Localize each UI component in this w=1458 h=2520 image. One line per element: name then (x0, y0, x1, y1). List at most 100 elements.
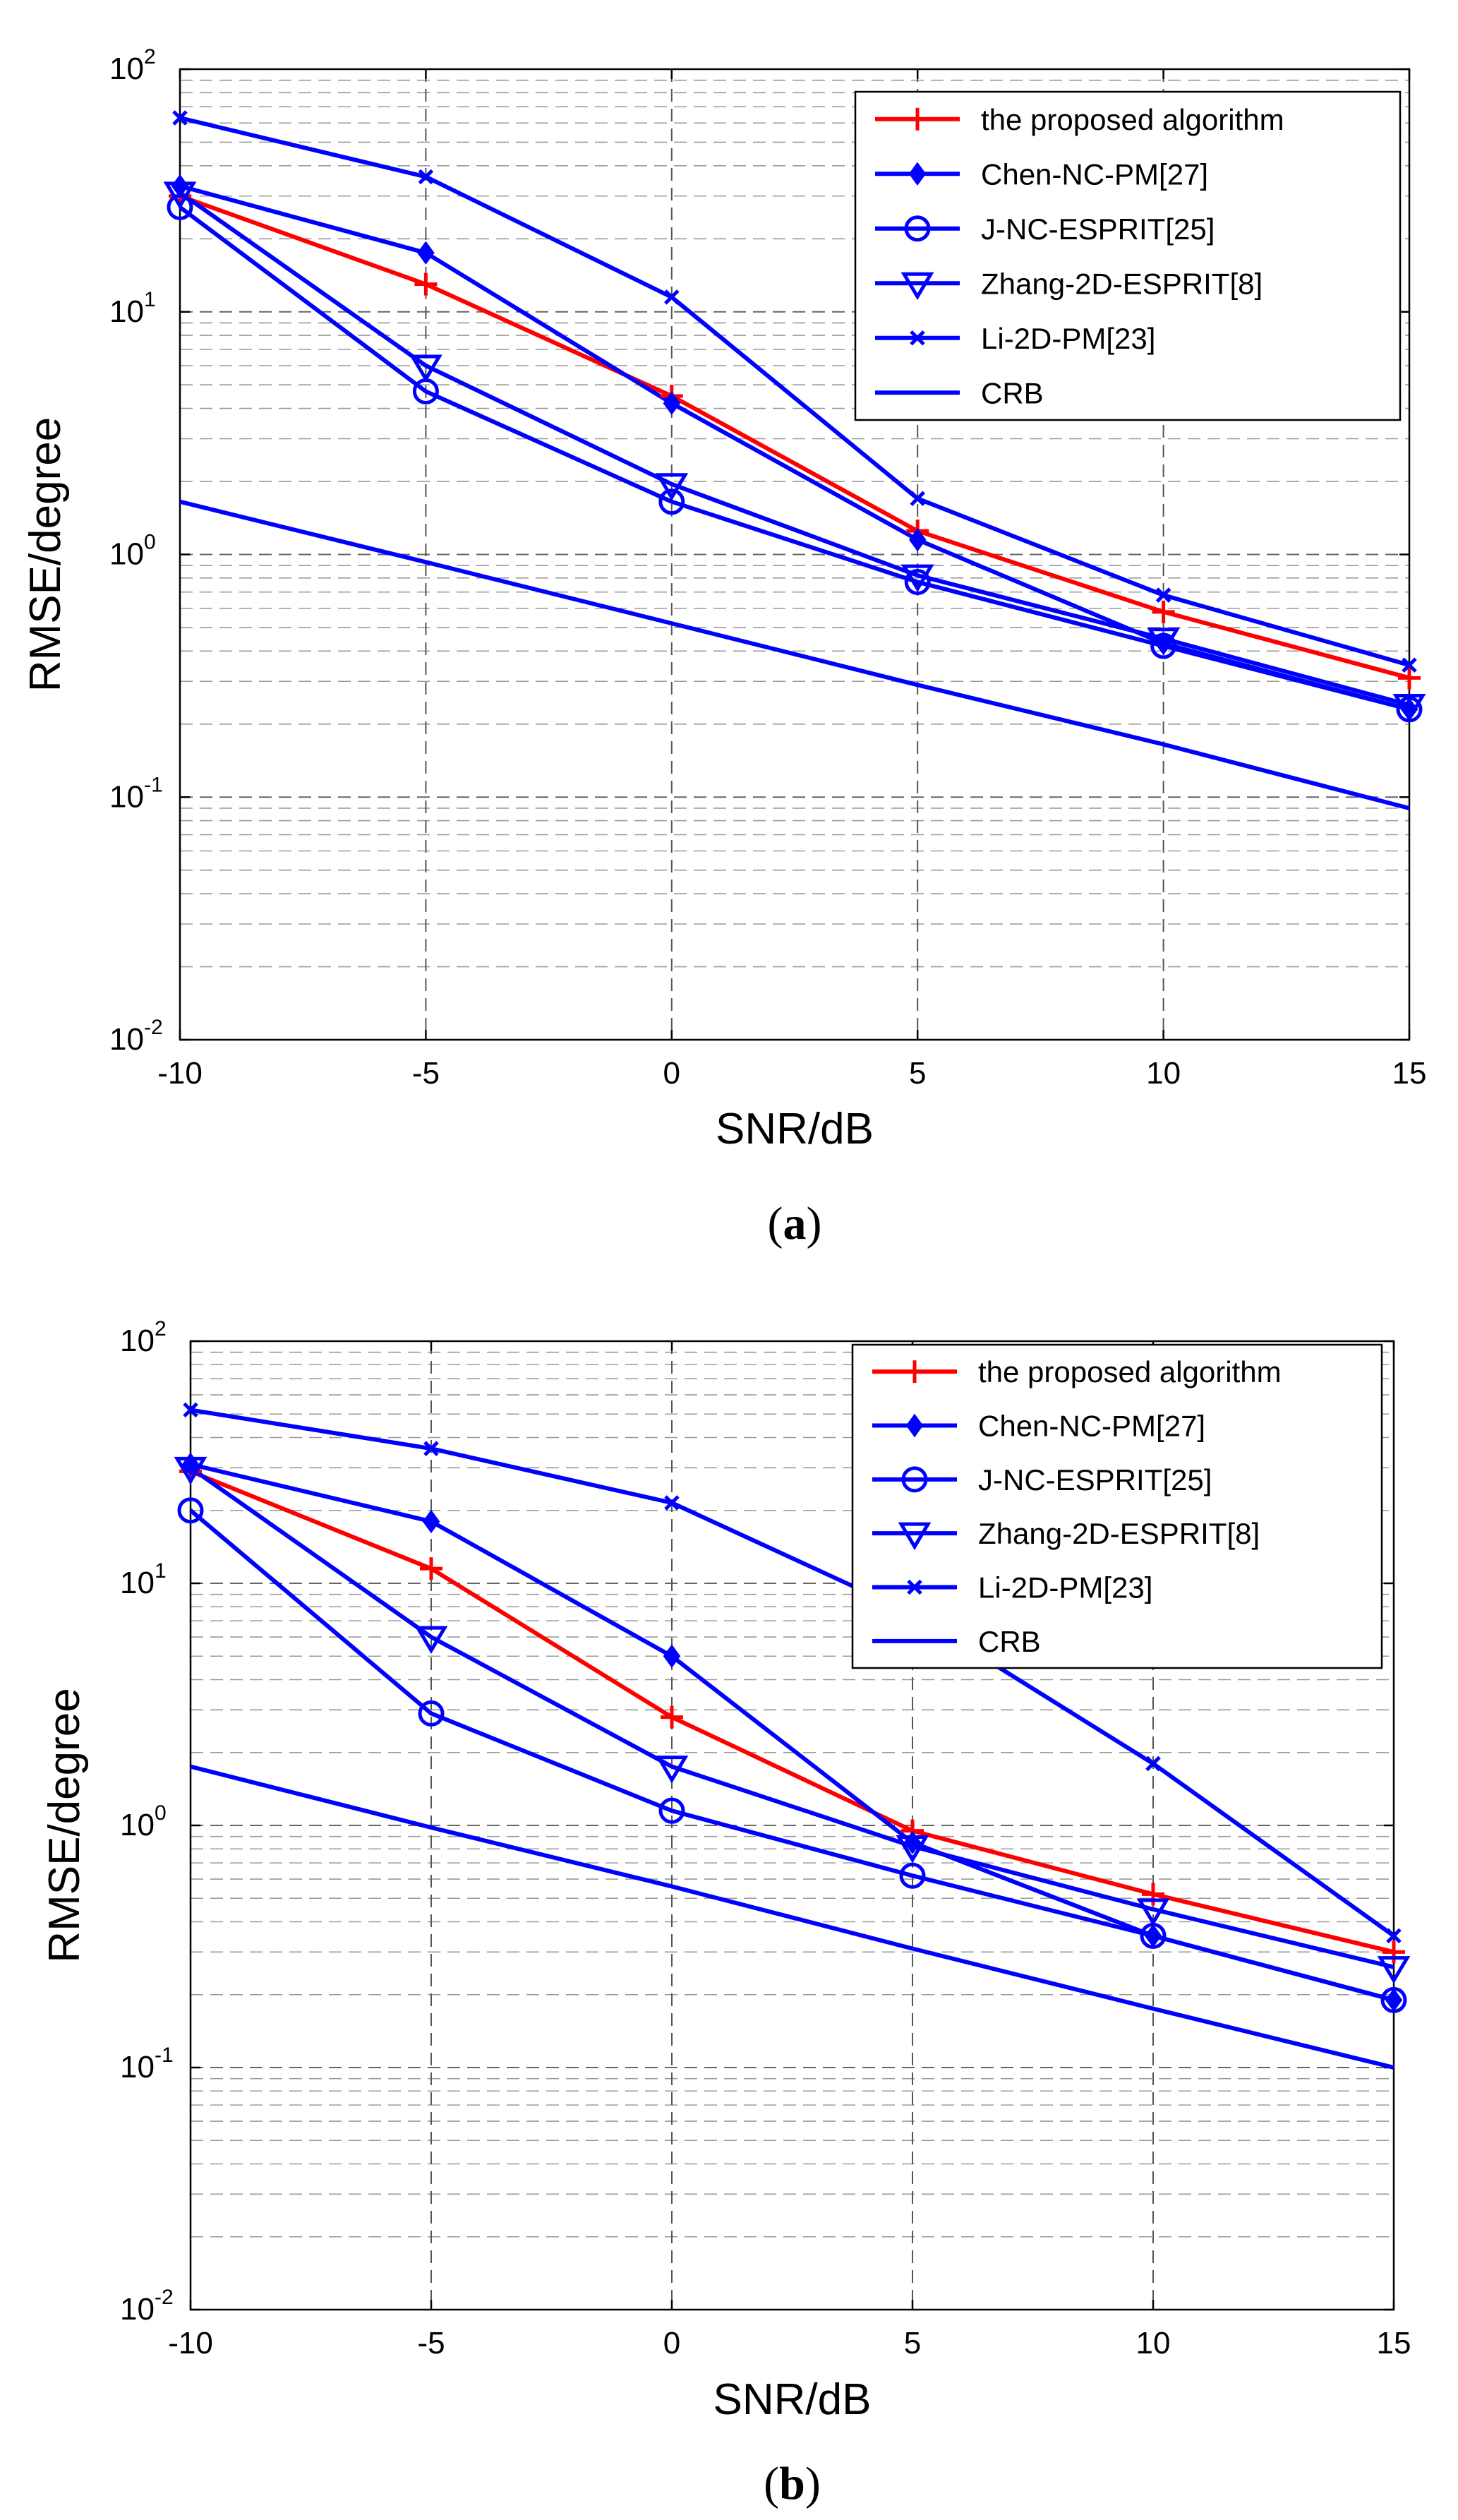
x-tick-label: -5 (412, 1056, 440, 1091)
y-tick-label: 100 (109, 531, 156, 572)
data-point-3-0 (174, 1456, 207, 1485)
data-point-3-5 (1377, 1956, 1411, 1984)
legend-label: Zhang-2D-ESPRIT[8] (981, 267, 1263, 300)
caption-paren: ) (807, 1198, 822, 1249)
legend-label: the proposed algorithm (981, 103, 1284, 136)
x-tick-label: 5 (904, 2326, 921, 2360)
x-tick-label: -5 (417, 2326, 445, 2360)
y-tick-exponent: -2 (155, 2286, 174, 2309)
legend-label: J-NC-ESPRIT[25] (981, 212, 1215, 246)
data-point-4-5 (1402, 657, 1417, 673)
x-tick-labels: -10 -5 0 5 10 15 (157, 69, 1426, 1091)
caption-letter: a (783, 1198, 807, 1249)
data-point-4-1 (418, 169, 434, 185)
data-point-2-3 (899, 1862, 926, 1889)
x-tick-label: 0 (663, 2326, 680, 2360)
data-point-1-1 (422, 1509, 440, 1534)
panel-caption: (b) (764, 2458, 821, 2509)
legend-marker (904, 215, 931, 242)
x-axis-label: SNR/dB (713, 2375, 872, 2424)
x-axis-label: SNR/dB (716, 1105, 874, 1153)
y-tick-label: 10-1 (109, 773, 163, 814)
caption-paren: ) (805, 2458, 821, 2509)
data-point-1-3 (908, 527, 927, 552)
legend-label: J-NC-ESPRIT[25] (978, 1463, 1212, 1496)
data-point-3-5 (1392, 694, 1426, 722)
y-tick-exponent: 1 (144, 288, 156, 311)
data-point-2-2 (658, 1797, 685, 1824)
caption-paren: ( (768, 1198, 783, 1249)
y-tick-label: 101 (120, 1559, 167, 1600)
legend-label: Chen-NC-PM[27] (978, 1410, 1205, 1443)
data-point-2-4 (1150, 632, 1177, 659)
data-point-1-1 (417, 241, 435, 265)
x-tick-label: 10 (1146, 1056, 1181, 1091)
legend-marker (901, 1466, 928, 1493)
y-tick-exponent: -1 (155, 2044, 174, 2067)
series-line-4 (190, 1408, 1395, 1938)
data-point-4-3 (910, 491, 925, 507)
x-tick-labels: -10 -5 0 5 10 15 (168, 1341, 1411, 2360)
data-point-4-2 (664, 1495, 680, 1511)
legend-label: the proposed algorithm (978, 1355, 1282, 1388)
y-tick-exponent: -2 (144, 1016, 163, 1039)
data-point-4-4 (1145, 1756, 1161, 1772)
grid (191, 1341, 1394, 2310)
data-point-4-5 (1386, 1928, 1402, 1944)
legend-marker (905, 1413, 924, 1438)
data-point-3-3 (900, 564, 934, 593)
y-tick-label: 102 (109, 45, 156, 86)
series-line-5 (190, 1764, 1394, 2070)
caption-letter: b (779, 2458, 805, 2509)
series-line-3 (189, 1465, 1394, 1969)
series-line-3 (179, 191, 1410, 707)
y-tick-exponent: 0 (144, 531, 156, 554)
x-tick-label: -10 (168, 2326, 213, 2360)
data-point-4-4 (1155, 587, 1171, 603)
data-point-4-0 (172, 110, 188, 126)
data-point-4-0 (183, 1402, 198, 1418)
legend-label: Chen-NC-PM[27] (981, 157, 1208, 191)
caption-paren: ( (764, 2458, 779, 2509)
y-tick-exponent: 0 (155, 1801, 167, 1825)
legend-label: Zhang-2D-ESPRIT[8] (978, 1517, 1260, 1550)
panel-caption: (a) (768, 1198, 822, 1249)
data-point-3-3 (896, 1835, 929, 1864)
y-tick-label: 101 (109, 288, 156, 329)
data-point-3-4 (1136, 1898, 1170, 1926)
legend-box (854, 90, 1402, 421)
grid (180, 69, 1409, 1040)
series-lines (189, 1408, 1395, 2070)
series-line-2 (179, 205, 1410, 712)
legend-label: Li-2D-PM[23] (981, 322, 1155, 355)
series-line-2 (189, 1508, 1394, 2003)
y-axis-label: RMSE/degree (21, 417, 70, 692)
series-line-4 (179, 116, 1410, 668)
legend-box (851, 1343, 1383, 1669)
y-tick-exponent: -1 (144, 773, 163, 796)
legend-label: CRB (978, 1625, 1041, 1658)
data-point-2-2 (658, 488, 685, 515)
legend-label: Li-2D-PM[23] (978, 1571, 1152, 1604)
legend-marker (910, 330, 925, 346)
legend-label: CRB (981, 376, 1044, 409)
legend: the proposed algorithm Chen-NC-PM[27] J-NC… (851, 1343, 1383, 1669)
y-tick-label: 102 (120, 1317, 167, 1358)
data-point-2-1 (418, 1700, 445, 1727)
series-lines (179, 116, 1410, 810)
x-tick-label: 10 (1136, 2326, 1171, 2360)
legend: the proposed algorithm Chen-NC-PM[27] J-NC… (854, 90, 1402, 421)
y-tick-labels: 1 0 -2 10-1 100 101 102 (109, 45, 1409, 1057)
y-tick-exponent: 2 (144, 45, 156, 68)
x-tick-label: 15 (1377, 2326, 1411, 2360)
y-tick-exponent: 1 (155, 1559, 167, 1583)
data-point-3-4 (1147, 628, 1180, 656)
x-tick-label: 0 (663, 1056, 680, 1091)
data-point-4-2 (664, 289, 680, 305)
y-tick-label: 10-1 (120, 2044, 174, 2084)
data-point-2-3 (904, 569, 931, 596)
data-point-4-1 (423, 1441, 439, 1456)
legend-marker (898, 1522, 932, 1551)
